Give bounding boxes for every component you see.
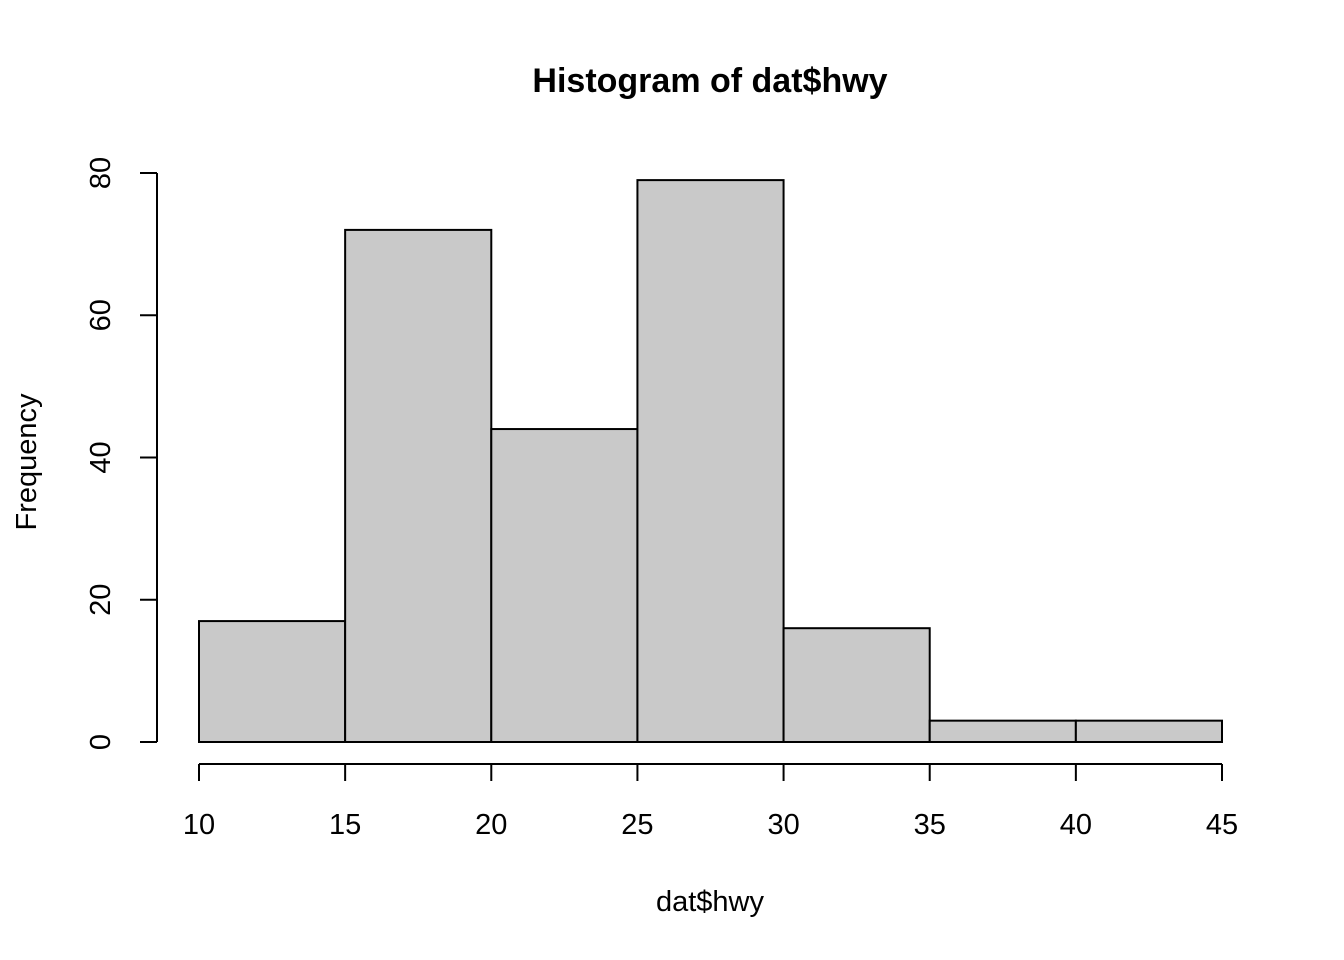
histogram-bar-25-30	[636, 179, 785, 744]
y-tick-label-0: 0	[85, 734, 117, 750]
histogram-bar-20-25	[490, 428, 639, 743]
y-axis-label: Frequency	[11, 393, 43, 531]
x-tick-label-15: 15	[329, 809, 361, 841]
histogram-bar-35-40	[928, 719, 1077, 743]
chart-title: Histogram of dat$hwy	[532, 62, 887, 100]
x-tick-label-20: 20	[475, 809, 507, 841]
x-tick-label-40: 40	[1060, 809, 1092, 841]
histogram-bar-30-35	[782, 627, 931, 744]
x-tick-label-30: 30	[767, 809, 799, 841]
x-tick-label-10: 10	[183, 809, 215, 841]
x-tick-label-25: 25	[621, 809, 653, 841]
y-axis: 0 20 40 60 80	[85, 157, 158, 750]
x-tick-label-35: 35	[914, 809, 946, 841]
x-axis: 10 15 20 25 30 35 40 45	[183, 763, 1238, 841]
y-tick-label-40: 40	[85, 441, 117, 473]
x-axis-label: dat$hwy	[656, 886, 765, 918]
histogram-bar-40-45	[1074, 719, 1224, 743]
histogram-bar-15-20	[344, 228, 493, 743]
x-tick-label-45: 45	[1206, 809, 1238, 841]
y-tick-label-80: 80	[85, 157, 117, 189]
histogram-bar-10-15	[198, 620, 347, 744]
bars-group	[198, 179, 1224, 744]
y-tick-label-60: 60	[85, 299, 117, 331]
y-tick-label-20: 20	[85, 584, 117, 616]
